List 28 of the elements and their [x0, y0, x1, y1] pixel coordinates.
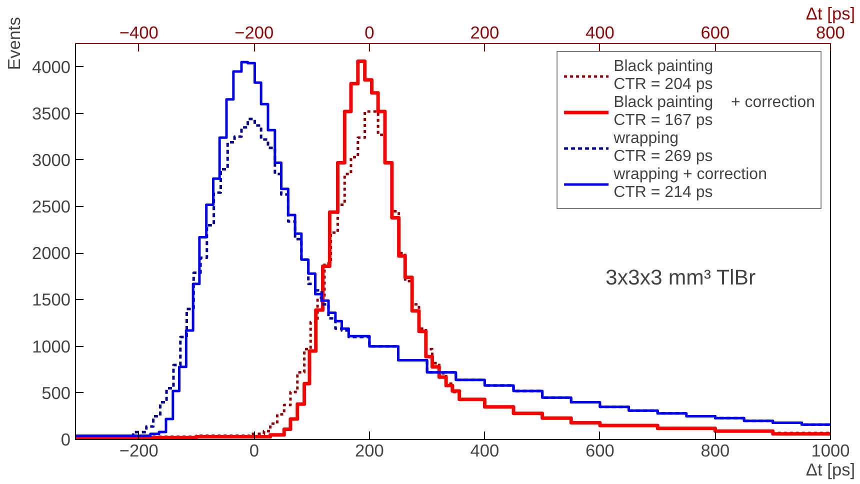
x-axis-title: Δt [ps] [806, 460, 856, 480]
legend-label: Black painting CTR = 204 ps [614, 58, 714, 94]
x2-tick-label: −400 [119, 22, 158, 42]
y-tick-label: 2500 [32, 196, 71, 217]
x-tick-label: −200 [119, 440, 158, 460]
x2-tick-label: 600 [700, 22, 730, 42]
x-tick-label: 400 [470, 440, 500, 460]
y-tick-label: 3000 [32, 150, 71, 170]
legend-label: wrapping + correction CTR = 214 ps [614, 166, 767, 202]
x2-tick-label: −200 [234, 22, 274, 42]
y-tick-label: 500 [42, 382, 71, 403]
x-tick-label: 200 [354, 440, 384, 460]
y-tick-label: 1000 [32, 336, 71, 356]
x-tick-label: 800 [700, 440, 730, 460]
y-tick-label: 4000 [32, 56, 71, 77]
y-axis-title: Events [4, 16, 24, 70]
y-tick-label: 3500 [32, 103, 71, 124]
x2-tick-label: 800 [816, 22, 845, 42]
x2-axis-title: Δt [ps] [806, 4, 856, 24]
annotation: 3x3x3 mm³ TlBr [606, 266, 756, 290]
x2-tick-label: 400 [586, 22, 614, 42]
x2-tick-label: 0 [364, 22, 374, 42]
y-tick-label: 2000 [32, 243, 71, 264]
y-tick-label: 1500 [32, 290, 71, 310]
x-tick-label: 0 [249, 440, 259, 460]
x-tick-label: 600 [586, 440, 614, 460]
x-tick-label: 1000 [811, 440, 850, 460]
x2-tick-label: 200 [470, 22, 500, 42]
